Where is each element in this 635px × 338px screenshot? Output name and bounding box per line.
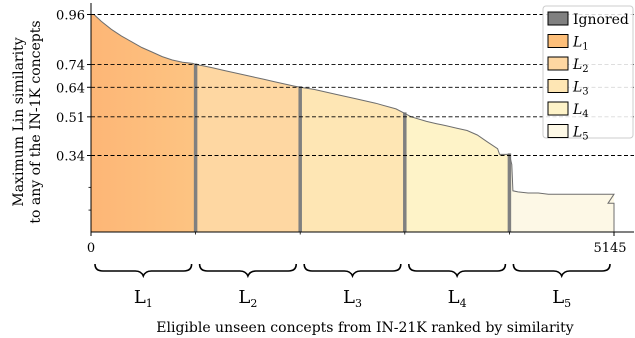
y-axis-label-line-2: to any of the IN-1K concepts <box>28 20 44 223</box>
similarity-curve <box>91 14 615 232</box>
legend-swatch-L4 <box>547 101 569 116</box>
y-axis-label-line-1: Maximum Lin similarity <box>11 37 27 206</box>
x-axis-label: Eligible unseen concepts from IN-21K ran… <box>156 320 574 336</box>
y-axis-label: Maximum Lin similarity to any of the IN-… <box>11 20 44 223</box>
brace-label-subscript: 5 <box>564 297 571 310</box>
brace-L2 <box>198 263 297 279</box>
level-braces: L1 L2 L3 L4 L5 <box>94 263 611 310</box>
area-segment-L1 <box>91 14 196 232</box>
area-segment-L5 <box>509 154 614 232</box>
brace-label-L2: L2 <box>238 287 257 310</box>
legend-swatch-L5 <box>547 124 569 138</box>
brace-L3 <box>303 263 402 279</box>
legend-swatch-L3 <box>547 79 569 93</box>
brace-label-subscript: 1 <box>146 297 153 310</box>
legend-label-subscript: 2 <box>582 64 588 75</box>
legend-swatch-L2 <box>547 56 569 71</box>
brace-label-L5: L5 <box>552 287 571 310</box>
brace-label-subscript: 4 <box>460 297 467 310</box>
x-tick-label: 5145 <box>593 241 626 256</box>
legend-label: Ignored <box>573 12 629 28</box>
brace-label-subscript: 2 <box>250 297 257 310</box>
brace-label-L4: L4 <box>448 287 467 310</box>
split-lines <box>193 63 512 232</box>
brace-L4 <box>408 263 507 279</box>
brace-L1 <box>94 263 193 279</box>
legend-label-subscript: 5 <box>582 132 588 143</box>
brace-L5 <box>512 263 611 279</box>
legend-label-subscript: 4 <box>582 109 588 120</box>
area-segment-L4 <box>404 113 510 232</box>
legend-label-subscript: 3 <box>582 87 588 98</box>
legend-swatch-L1 <box>547 34 569 48</box>
y-tick-label: 0.74 <box>56 59 85 74</box>
brace-label-subscript: 3 <box>355 297 362 310</box>
legend-label-subscript: 1 <box>582 42 588 53</box>
area-segment-L2 <box>195 64 301 232</box>
x-axis: 0 5145 <box>87 231 634 256</box>
y-axis: 0.96 0.74 0.64 0.51 0.34 <box>56 3 92 232</box>
x-tick-label: 0 <box>87 241 95 256</box>
area-fill-layer <box>91 14 614 232</box>
brace-label-L3: L3 <box>343 287 362 310</box>
brace-label-L1: L1 <box>134 287 153 310</box>
area-segment-L3 <box>300 87 405 232</box>
y-tick-label: 0.96 <box>56 9 85 24</box>
y-tick-label: 0.64 <box>56 81 85 96</box>
y-tick-label: 0.51 <box>56 111 85 126</box>
y-tick-label: 0.34 <box>56 150 85 165</box>
legend-swatch-ignored <box>547 11 569 26</box>
